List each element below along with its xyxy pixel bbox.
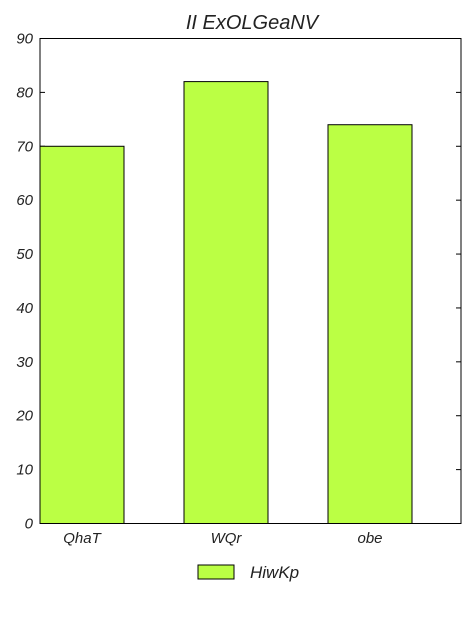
y-tick-label-90: 90 <box>16 31 33 48</box>
legend-label-hiwkp: HiwKp <box>250 563 299 582</box>
x-axis: QhaT WQr obe <box>63 530 382 547</box>
x-tick-label-wqr: WQr <box>211 530 243 547</box>
y-tick-label-30: 30 <box>16 354 33 371</box>
bar-wqr <box>183 81 269 524</box>
bar-obe <box>327 124 413 524</box>
y-tick-label-0: 0 <box>25 516 34 533</box>
y-tick-label-80: 80 <box>16 84 33 101</box>
legend: HiwKp <box>197 563 299 582</box>
plot-frame <box>39 38 462 524</box>
chart-title: II ExOLGeaNV <box>186 12 320 34</box>
legend-swatch-hiwkp <box>197 564 235 580</box>
y-tick-label-40: 40 <box>16 300 33 317</box>
x-tick-label-qhat: QhaT <box>63 530 102 547</box>
y-tick-label-10: 10 <box>16 462 33 479</box>
y-tick-label-60: 60 <box>16 192 33 209</box>
y-axis: 0 10 20 30 40 50 60 70 80 90 <box>15 31 461 533</box>
x-tick-label-obe: obe <box>357 530 382 547</box>
y-tick-label-20: 20 <box>15 408 33 425</box>
bar-qhat <box>39 145 125 524</box>
y-tick-label-70: 70 <box>16 138 33 155</box>
y-tick-label-50: 50 <box>16 246 33 263</box>
bars-group <box>39 81 413 524</box>
